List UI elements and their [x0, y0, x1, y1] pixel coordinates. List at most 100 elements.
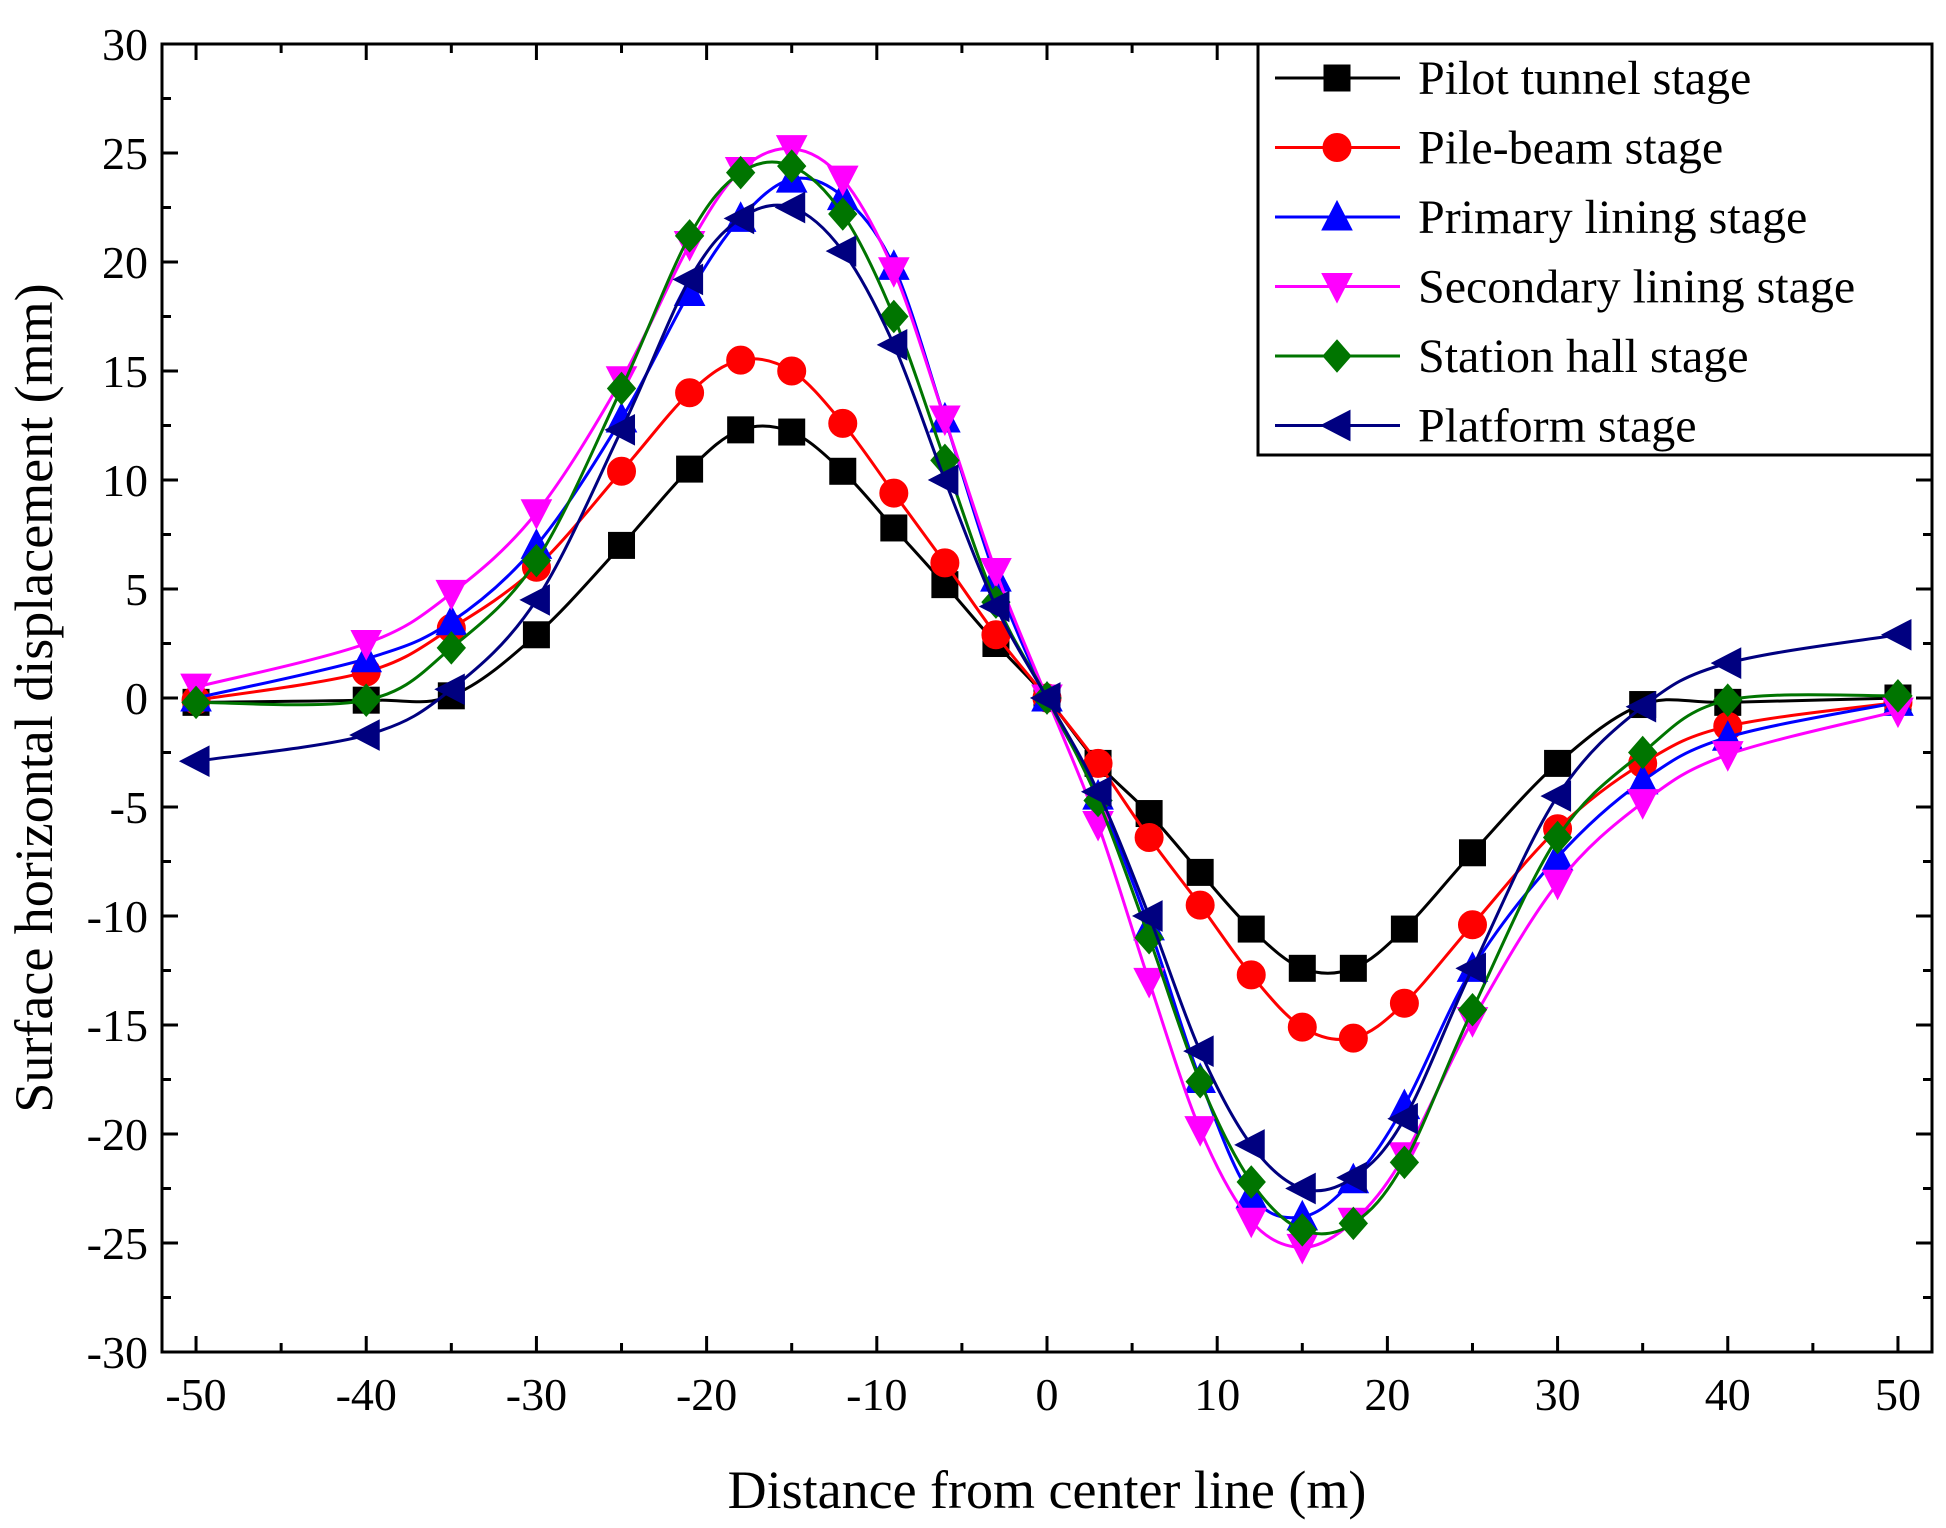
- legend-marker: [1321, 273, 1353, 304]
- x-tick-label: -30: [506, 1369, 567, 1420]
- data-point: [1186, 858, 1214, 886]
- data-point: [674, 219, 705, 253]
- data-point: [672, 263, 704, 296]
- data-point: [980, 558, 1012, 589]
- data-point: [723, 202, 755, 235]
- data-point: [1285, 1172, 1316, 1205]
- data-point: [1183, 1035, 1214, 1067]
- data-point: [1713, 683, 1743, 717]
- data-point: [978, 590, 1010, 623]
- data-point: [777, 356, 807, 386]
- legend-label: Station hall stage: [1418, 330, 1749, 383]
- data-point: [349, 719, 380, 751]
- x-tick-label: 0: [1036, 1369, 1059, 1420]
- data-point: [1389, 1145, 1420, 1180]
- data-point: [1287, 1012, 1317, 1042]
- data-point: [1541, 869, 1574, 901]
- data-point: [929, 405, 961, 437]
- data-point: [608, 531, 636, 559]
- data-point: [828, 408, 858, 438]
- data-point: [825, 235, 857, 267]
- data-point: [1389, 988, 1419, 1018]
- data-point: [1540, 780, 1572, 812]
- data-point: [880, 514, 908, 542]
- legend-marker: [1322, 133, 1352, 162]
- x-tick-label: 40: [1705, 1369, 1751, 1420]
- y-tick-label: -15: [87, 1000, 148, 1051]
- data-point: [879, 299, 909, 334]
- data-point: [1387, 1102, 1418, 1135]
- data-point: [1234, 1129, 1265, 1161]
- legend-marker: [1322, 339, 1352, 373]
- data-point: [1457, 910, 1487, 940]
- y-tick-label: -10: [87, 891, 148, 942]
- legend-item: Platform stage: [1275, 400, 1697, 453]
- data-point: [725, 155, 756, 190]
- data-point: [1029, 682, 1061, 714]
- data-point: [777, 149, 807, 183]
- x-axis-title: Distance from center line (m): [728, 1460, 1367, 1520]
- legend-label: Primary lining stage: [1418, 191, 1807, 244]
- legend-marker: [1323, 64, 1351, 92]
- data-point: [1544, 749, 1572, 777]
- data-point: [1236, 960, 1266, 990]
- data-point: [1185, 1064, 1215, 1099]
- data-point: [1710, 647, 1742, 679]
- x-tick-label: 10: [1194, 1369, 1240, 1420]
- data-point: [1237, 915, 1265, 943]
- data-point: [434, 673, 465, 706]
- legend-item: Pile-beam stage: [1275, 122, 1723, 175]
- data-point: [1628, 735, 1658, 770]
- data-point: [1711, 741, 1744, 772]
- series-5: [178, 191, 1912, 1205]
- data-point: [350, 630, 383, 661]
- legend-item: Secondary lining stage: [1275, 261, 1855, 314]
- legend-item: Pilot tunnel stage: [1275, 52, 1751, 105]
- data-point: [1883, 679, 1913, 713]
- data-point: [520, 499, 553, 530]
- legend-label: Platform stage: [1418, 400, 1697, 453]
- y-tick-label: -20: [87, 1109, 148, 1160]
- data-point: [1625, 690, 1657, 723]
- data-point: [519, 584, 550, 616]
- data-point: [1455, 952, 1486, 985]
- y-tick-label: 25: [102, 128, 148, 179]
- y-axis-title: Surface horizontal displacement (mm): [4, 283, 64, 1112]
- data-point: [606, 371, 637, 406]
- legend-label: Secondary lining stage: [1418, 261, 1855, 314]
- legend-box: [1256, 42, 1934, 457]
- data-point: [181, 685, 211, 720]
- legend-label: Pile-beam stage: [1418, 122, 1723, 175]
- y-tick-label: 5: [125, 564, 148, 615]
- data-point: [436, 631, 466, 665]
- data-point: [828, 197, 858, 231]
- data-point: [726, 345, 756, 375]
- y-tick-label: 15: [102, 346, 148, 397]
- data-point: [351, 683, 381, 717]
- y-tick-label: 10: [102, 455, 148, 506]
- x-tick-label: -40: [336, 1369, 397, 1420]
- data-point: [675, 378, 705, 408]
- data-point: [1457, 992, 1488, 1027]
- x-tick-label: -10: [846, 1369, 907, 1420]
- x-tick-label: 30: [1535, 1369, 1581, 1420]
- y-tick-label: 0: [125, 673, 148, 724]
- data-point: [1236, 1165, 1266, 1199]
- legend-item: Station hall stage: [1275, 330, 1749, 383]
- data-point: [522, 621, 550, 649]
- y-tick-label: -5: [110, 782, 148, 833]
- data-point: [1133, 967, 1165, 999]
- y-tick-label: -30: [87, 1327, 148, 1378]
- data-point: [435, 579, 468, 611]
- data-point: [826, 165, 859, 197]
- data-point: [1185, 890, 1215, 920]
- data-point: [1390, 915, 1418, 943]
- data-point: [604, 414, 636, 446]
- data-point: [829, 457, 857, 485]
- y-tick-label: 20: [102, 237, 148, 288]
- data-point: [1880, 618, 1912, 651]
- data-point: [1458, 839, 1486, 867]
- legend-label: Pilot tunnel stage: [1418, 52, 1751, 105]
- data-point: [607, 456, 637, 486]
